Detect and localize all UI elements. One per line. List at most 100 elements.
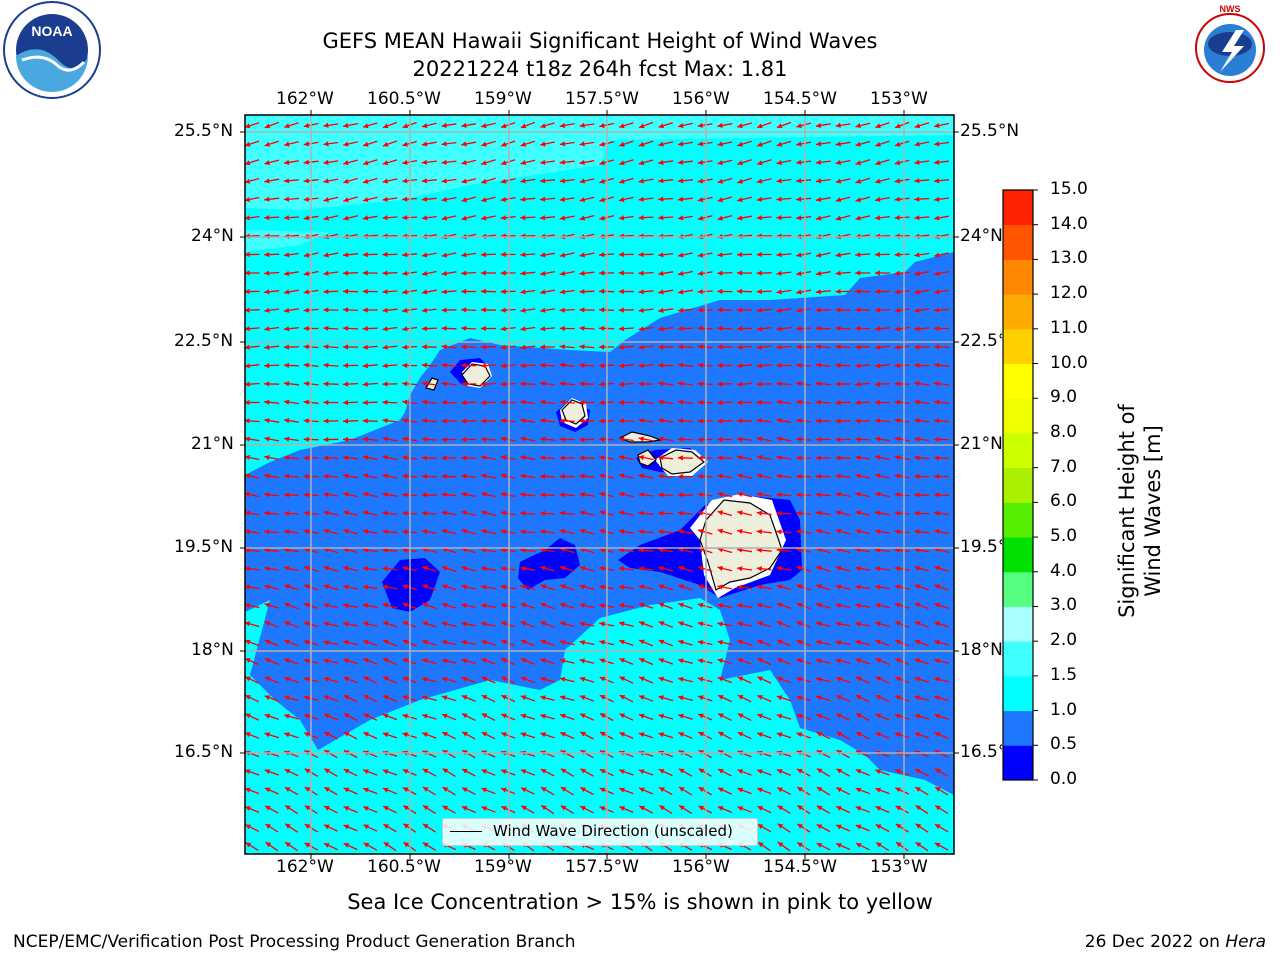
wave-direction-arrowhead	[756, 418, 762, 424]
wave-direction-arrowhead	[815, 122, 822, 128]
wave-direction-arrowhead	[599, 658, 605, 664]
wave-direction-arrowhead	[894, 160, 901, 166]
wave-direction-arrowhead	[540, 123, 546, 129]
wave-direction-arrowhead	[875, 602, 881, 608]
wave-direction-arrowhead	[638, 289, 644, 295]
wave-direction-arrowhead	[619, 806, 625, 811]
wave-direction-arrowhead	[461, 473, 467, 479]
wave-direction-arrowhead	[520, 196, 526, 202]
wave-direction-arrowhead	[677, 159, 684, 165]
footer-date: 26 Dec 2022 on Hera	[1085, 932, 1266, 952]
wave-direction-arrowhead	[776, 473, 782, 479]
wave-direction-arrowhead	[559, 252, 566, 258]
wave-direction-arrowhead	[323, 344, 329, 350]
wave-direction-arrowhead	[697, 473, 703, 479]
wave-direction-arrowhead	[521, 787, 527, 793]
wave-direction-arrowhead	[481, 473, 487, 479]
wave-direction-arrowhead	[363, 695, 370, 700]
wave-direction-arrowhead	[323, 362, 329, 368]
wave-direction-arrowhead	[914, 159, 920, 165]
wave-direction-arrowhead	[303, 307, 309, 313]
wave-direction-arrowhead	[461, 160, 467, 166]
wave-direction-arrowhead	[796, 436, 802, 442]
wave-direction-arrowhead	[639, 695, 645, 700]
wave-direction-arrowhead	[737, 252, 743, 258]
wave-direction-arrowhead	[638, 529, 644, 535]
wave-direction-arrowhead	[639, 676, 645, 682]
wave-direction-arrowhead	[402, 769, 409, 774]
wave-direction-arrowhead	[540, 381, 546, 387]
wave-direction-arrowhead	[914, 436, 920, 442]
lon-label-bottom: 153°W	[870, 857, 928, 877]
wave-direction-arrowhead	[323, 602, 329, 608]
wave-direction-arrowhead	[835, 178, 842, 184]
wave-direction-arrowhead	[559, 473, 565, 479]
wave-direction-arrowhead	[441, 658, 448, 664]
wave-direction-arrowhead	[698, 787, 705, 792]
wave-direction-arrowhead	[658, 215, 664, 221]
island-oahu	[561, 399, 586, 425]
colorbar-swatch	[1003, 190, 1033, 226]
wave-direction-arrowhead	[402, 141, 408, 147]
wave-direction-arrowhead	[757, 621, 763, 627]
wave-direction-arrowhead	[520, 160, 526, 166]
island-maui	[659, 449, 705, 475]
wave-direction-arrowhead	[677, 455, 683, 461]
wave-direction-arrowhead	[599, 197, 605, 203]
wave-direction-arrowhead	[441, 436, 447, 443]
wave-direction-arrowhead	[559, 178, 565, 184]
wave-direction-arrowhead	[500, 399, 506, 405]
wave-direction-arrowhead	[343, 639, 349, 645]
wave-direction-arrowhead	[402, 492, 408, 498]
wave-direction-arrowhead	[658, 159, 664, 165]
wave-direction-arrowhead	[776, 547, 782, 553]
wave-direction-arrowhead	[816, 787, 823, 792]
wave-direction-arrowhead	[737, 621, 743, 627]
wave-direction-arrowhead	[816, 602, 822, 608]
wave-direction-arrowhead	[520, 473, 526, 479]
colorbar-swatch	[1003, 710, 1033, 746]
wave-direction-arrowhead	[480, 288, 486, 294]
wave-direction-arrowhead	[265, 842, 272, 848]
wave-direction-arrowhead	[758, 842, 764, 848]
wave-direction-arrowhead	[875, 676, 882, 682]
wave-direction-arrowhead	[422, 676, 428, 682]
wave-direction-arrowhead	[756, 454, 763, 460]
wave-direction-arrowhead	[776, 178, 782, 184]
wave-direction-arrowhead	[855, 141, 861, 147]
wave-direction-arrowhead	[500, 178, 507, 184]
wave-direction-arrowhead	[540, 399, 546, 405]
wave-direction-arrowhead	[245, 603, 251, 609]
wave-direction-arrowhead	[421, 436, 427, 442]
wave-direction-arrowhead	[796, 418, 802, 424]
wave-direction-arrowhead	[678, 123, 684, 129]
wave-direction-arrowhead	[894, 492, 900, 498]
wave-direction-arrowhead	[835, 307, 841, 313]
wave-direction-arrowhead	[816, 584, 822, 590]
wave-direction-arrowhead	[540, 252, 546, 258]
wave-direction-arrowhead	[796, 492, 802, 498]
wave-direction-arrowhead	[264, 492, 270, 498]
wave-direction-arrowhead	[796, 510, 802, 516]
wave-direction-arrowhead	[480, 307, 486, 313]
wave-direction-arrowhead	[362, 547, 369, 553]
wave-direction-arrowhead	[303, 658, 310, 664]
wave-direction-arrowhead	[481, 787, 487, 793]
wave-direction-arrowhead	[756, 196, 763, 202]
wave-direction-arrowhead	[619, 141, 625, 147]
wave-direction-arrowhead	[323, 437, 329, 443]
wave-direction-arrowhead	[382, 178, 388, 184]
wave-direction-arrowhead	[875, 160, 881, 166]
wave-direction-arrowhead	[698, 768, 705, 774]
wave-direction-arrowhead	[678, 215, 684, 221]
wave-direction-arrowhead	[402, 787, 409, 793]
wave-direction-arrowhead	[421, 381, 428, 387]
wave-direction-arrowhead	[284, 547, 290, 553]
nws-logo: NWS	[1184, 2, 1276, 94]
wave-direction-arrowhead	[343, 695, 350, 700]
wave-direction-arrowhead	[284, 676, 290, 682]
wave-direction-arrowhead	[618, 418, 624, 424]
wave-direction-arrowhead	[382, 141, 389, 147]
wave-direction-arrowhead	[815, 418, 821, 424]
wave-direction-arrowhead	[599, 270, 605, 276]
